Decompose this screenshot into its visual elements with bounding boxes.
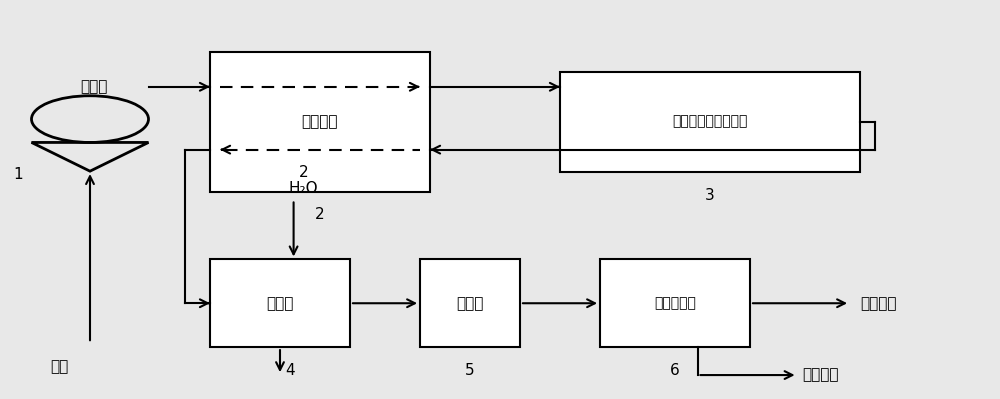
Text: 液相产品: 液相产品 xyxy=(802,367,839,383)
Bar xyxy=(420,259,520,347)
Text: 冷却器: 冷却器 xyxy=(266,296,294,311)
Text: 热交换器: 热交换器 xyxy=(302,114,338,129)
Text: 超临界水气化反应器: 超临界水气化反应器 xyxy=(672,115,748,129)
Bar xyxy=(210,259,350,347)
Text: 5: 5 xyxy=(465,363,475,378)
Text: 2: 2 xyxy=(299,164,308,180)
Text: 2: 2 xyxy=(315,207,325,223)
Text: 1: 1 xyxy=(13,167,23,182)
Text: 降压阀: 降压阀 xyxy=(456,296,484,311)
Bar xyxy=(210,52,430,192)
Bar xyxy=(600,259,750,347)
Bar xyxy=(560,72,860,172)
Text: 4: 4 xyxy=(285,363,295,378)
Text: 3: 3 xyxy=(705,188,715,203)
Text: 6: 6 xyxy=(670,363,680,378)
Text: 气相产品: 气相产品 xyxy=(860,296,896,311)
Text: 蓝藻: 蓝藻 xyxy=(50,359,68,375)
Text: 高压泵: 高压泵 xyxy=(80,79,107,94)
Text: 气液分离器: 气液分离器 xyxy=(654,296,696,310)
Text: H₂O: H₂O xyxy=(289,180,318,196)
